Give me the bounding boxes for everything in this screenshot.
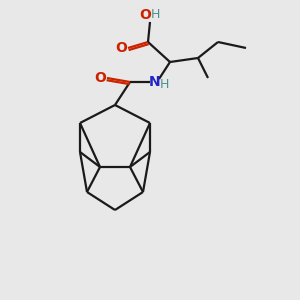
Text: H: H bbox=[159, 79, 169, 92]
Text: O: O bbox=[115, 41, 127, 55]
Text: O: O bbox=[94, 71, 106, 85]
Text: O: O bbox=[139, 8, 151, 22]
Text: N: N bbox=[149, 75, 161, 89]
Text: H: H bbox=[150, 8, 160, 22]
